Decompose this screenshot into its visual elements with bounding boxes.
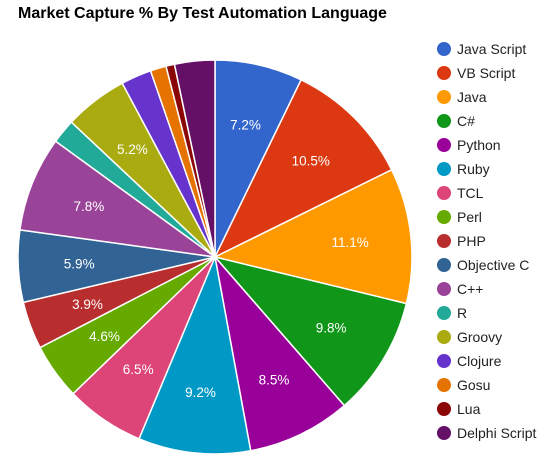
- legend-swatch: [437, 42, 451, 56]
- legend-swatch: [437, 138, 451, 152]
- legend-label: R: [457, 305, 467, 321]
- chart-title: Market Capture % By Test Automation Lang…: [18, 5, 387, 22]
- pie-slice-java: [212, 168, 413, 305]
- legend-label: C#: [457, 113, 475, 129]
- legend-label: TCL: [457, 185, 484, 201]
- legend-item-c: C#: [437, 113, 475, 129]
- legend-swatch: [437, 330, 451, 344]
- legend-swatch: [437, 258, 451, 272]
- slice-label-objective-c: 5.9%: [64, 256, 95, 271]
- slice-label-java: 11.1%: [331, 235, 368, 250]
- legend-item-tcl: TCL: [437, 185, 484, 201]
- legend-label: Gosu: [457, 377, 490, 393]
- legend-label: Lua: [457, 401, 481, 417]
- legend-label: Delphi Script: [457, 425, 536, 441]
- pie-slice-python: [213, 254, 346, 452]
- legend-item-php: PHP: [437, 233, 486, 249]
- slice-label-php: 3.9%: [72, 297, 103, 312]
- legend-label: Perl: [457, 209, 482, 225]
- legend-swatch: [437, 402, 451, 416]
- pie-slice-c: [212, 255, 408, 407]
- legend-item-ruby: Ruby: [437, 161, 490, 177]
- legend-label: PHP: [457, 233, 486, 249]
- legend-label: Clojure: [457, 353, 502, 369]
- pie-slice-vb-script: [213, 78, 393, 259]
- legend-swatch: [437, 210, 451, 224]
- legend-swatch: [437, 354, 451, 368]
- legend-item-clojure: Clojure: [437, 353, 502, 369]
- legend-item-delphi-script: Delphi Script: [437, 425, 536, 441]
- legend-item-python: Python: [437, 137, 501, 153]
- legend-label: Ruby: [457, 161, 490, 177]
- legend-label: Python: [457, 137, 501, 153]
- legend-swatch: [437, 234, 451, 248]
- slice-label-c: 9.8%: [316, 321, 347, 336]
- legend-label: Objective C: [457, 257, 529, 273]
- legend-swatch: [437, 426, 451, 440]
- slice-label-tcl: 6.5%: [123, 362, 154, 377]
- legend-swatch: [437, 378, 451, 392]
- slice-label-ruby: 9.2%: [185, 385, 216, 400]
- pie-slices: [17, 59, 413, 455]
- legend-item-java: Java: [437, 89, 487, 105]
- legend-swatch: [437, 282, 451, 296]
- legend-item-perl: Perl: [437, 209, 482, 225]
- legend-item-vb-script: VB Script: [437, 65, 515, 81]
- slice-label-perl: 4.6%: [89, 329, 120, 344]
- legend-label: Java: [457, 89, 487, 105]
- legend-item-c: C++: [437, 281, 483, 297]
- slice-label-c: 7.8%: [74, 199, 105, 214]
- slice-labels: 7.2% 10.5% 11.1% 9.8% 8.5% 9.2% 6.5% 4.6% 3.9% 5.…: [64, 118, 369, 401]
- legend: Java Script VB Script Java C# Python Ruby TCL P…: [437, 41, 536, 441]
- pie-slice-ruby: [138, 254, 252, 455]
- legend-swatch: [437, 114, 451, 128]
- legend-item-r: R: [437, 305, 467, 321]
- legend-swatch: [437, 90, 451, 104]
- legend-item-lua: Lua: [437, 401, 481, 417]
- slice-label-java-script: 7.2%: [230, 118, 261, 133]
- pie-slice-c: [19, 140, 216, 258]
- pie-slice-delphi-script: [173, 59, 216, 258]
- legend-label: Java Script: [457, 41, 526, 57]
- slice-label-groovy: 5.2%: [117, 142, 148, 157]
- slice-label-python: 8.5%: [259, 372, 290, 387]
- slice-label-vb-script: 10.5%: [292, 154, 330, 169]
- legend-item-gosu: Gosu: [437, 377, 490, 393]
- legend-item-java-script: Java Script: [437, 41, 526, 57]
- legend-item-objective-c: Objective C: [437, 257, 529, 273]
- legend-swatch: [437, 306, 451, 320]
- legend-swatch: [437, 66, 451, 80]
- legend-label: C++: [457, 281, 483, 297]
- legend-item-groovy: Groovy: [437, 329, 502, 345]
- legend-swatch: [437, 186, 451, 200]
- legend-label: Groovy: [457, 329, 502, 345]
- legend-label: VB Script: [457, 65, 515, 81]
- legend-swatch: [437, 162, 451, 176]
